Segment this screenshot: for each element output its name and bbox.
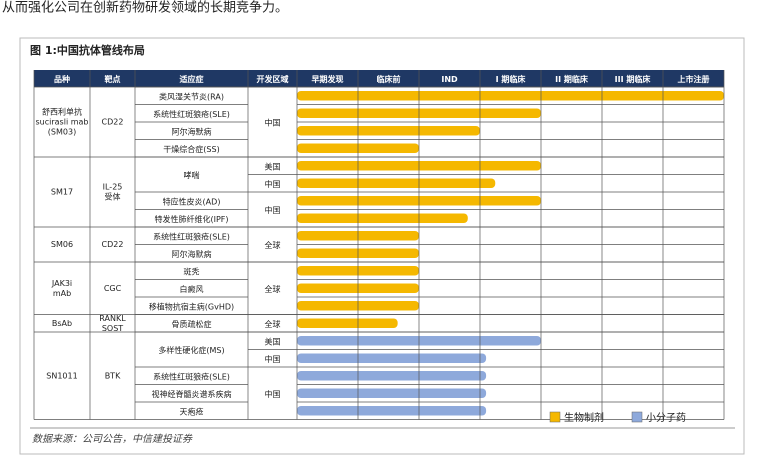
header-cell: 临床前: [377, 74, 401, 84]
region-cell: 中国: [265, 118, 281, 128]
cell-text: sucirasli mab: [36, 118, 89, 127]
indication-cell: 移植物抗宿主病(GvHD): [149, 301, 234, 311]
indication-cell: 阿尔海默病: [172, 126, 212, 136]
cell-text: 受体: [105, 192, 121, 202]
indication-cell: 特发性肺纤维化(IPF): [154, 214, 228, 224]
cell-text: (SM03): [48, 128, 76, 137]
indication-cell: 哮喘: [184, 170, 200, 180]
region-cell: 全球: [265, 319, 281, 329]
progress-bar: [297, 126, 480, 136]
indication-cell: 多样性硬化症(MS): [158, 345, 224, 355]
cell-text: CGC: [104, 284, 122, 293]
header-cell: 靶点: [105, 74, 121, 84]
indication-cell: 特应性皮炎(AD): [163, 196, 221, 206]
indication-cell: 斑秃: [184, 266, 200, 276]
legend-swatch: [631, 411, 643, 423]
cell-text: JAK3i: [51, 279, 72, 288]
indication-cell: 干燥综合症(SS): [163, 144, 219, 154]
header-cell: 适应症: [180, 74, 204, 84]
source: 数据来源：公司公告，中信建投证券: [32, 433, 193, 445]
region-cell: 中国: [265, 389, 281, 399]
cell-text: SM06: [51, 240, 73, 249]
cell-text: RANKL: [99, 314, 126, 323]
cell-text: 舒西利单抗: [42, 107, 82, 117]
legend-label: 小分子药: [646, 412, 686, 424]
region-cell: 全球: [265, 240, 281, 250]
header-cell: 上市注册: [678, 74, 710, 84]
indication-cell: 白癜风: [180, 284, 204, 294]
legend-swatch: [549, 411, 561, 423]
cell-text: BsAb: [52, 319, 72, 328]
cell-text: CD22: [102, 118, 124, 127]
header-row: [34, 70, 724, 87]
indication-cell: 骨质疏松症: [172, 319, 212, 329]
indication-cell: 类风湿关节炎(RA): [159, 91, 224, 101]
header-cell: III 期临床: [615, 74, 652, 84]
figure-title: 图 1:中国抗体管线布局: [30, 43, 145, 57]
progress-bar: [297, 318, 398, 328]
indication-cell: 系统性红斑狼疮(SLE): [153, 109, 230, 119]
cell-text: BTK: [105, 371, 121, 380]
figure-frame: [19, 37, 745, 455]
legend-label: 生物制剂: [564, 411, 604, 424]
region-cell: 中国: [265, 205, 281, 215]
header-cell: IND: [441, 75, 458, 84]
indication-cell: 系统性红斑狼疮(SLE): [153, 371, 230, 381]
header-cell: 品种: [54, 74, 70, 84]
region-cell: 中国: [265, 354, 281, 364]
progress-bar: [297, 388, 487, 398]
cell-text: IL-25: [103, 183, 123, 192]
indication-cell: 阿尔海默病: [172, 249, 212, 259]
header-cell: 开发区域: [257, 74, 289, 84]
header-cell: I 期临床: [496, 74, 527, 84]
region-cell: 美国: [265, 336, 281, 346]
cell-text: mAb: [53, 289, 71, 298]
indication-cell: 视神经脊髓炎谱系疾病: [152, 389, 232, 399]
cell-text: SOST: [102, 324, 123, 333]
progress-bar: [297, 353, 487, 363]
cell-text: CD22: [102, 240, 124, 249]
indication-cell: 系统性红斑狼疮(SLE): [153, 231, 230, 241]
region-cell: 美国: [265, 161, 281, 171]
cell-text: SN1011: [46, 371, 77, 380]
progress-bar: [297, 371, 487, 381]
header-cell: II 期临床: [555, 74, 589, 84]
progress-bar: [297, 406, 487, 416]
cell-text: SM17: [51, 188, 73, 197]
intro-text: 从而强化公司在创新药物研发领域的长期竞争力。: [2, 0, 288, 16]
region-cell: 中国: [265, 179, 281, 189]
header-cell: 早期发现: [312, 74, 344, 84]
progress-bar: [297, 178, 496, 188]
indication-cell: 天疱疮: [180, 406, 204, 416]
progress-bar: [297, 91, 724, 101]
region-cell: 全球: [265, 284, 281, 294]
progress-bar: [297, 213, 468, 223]
